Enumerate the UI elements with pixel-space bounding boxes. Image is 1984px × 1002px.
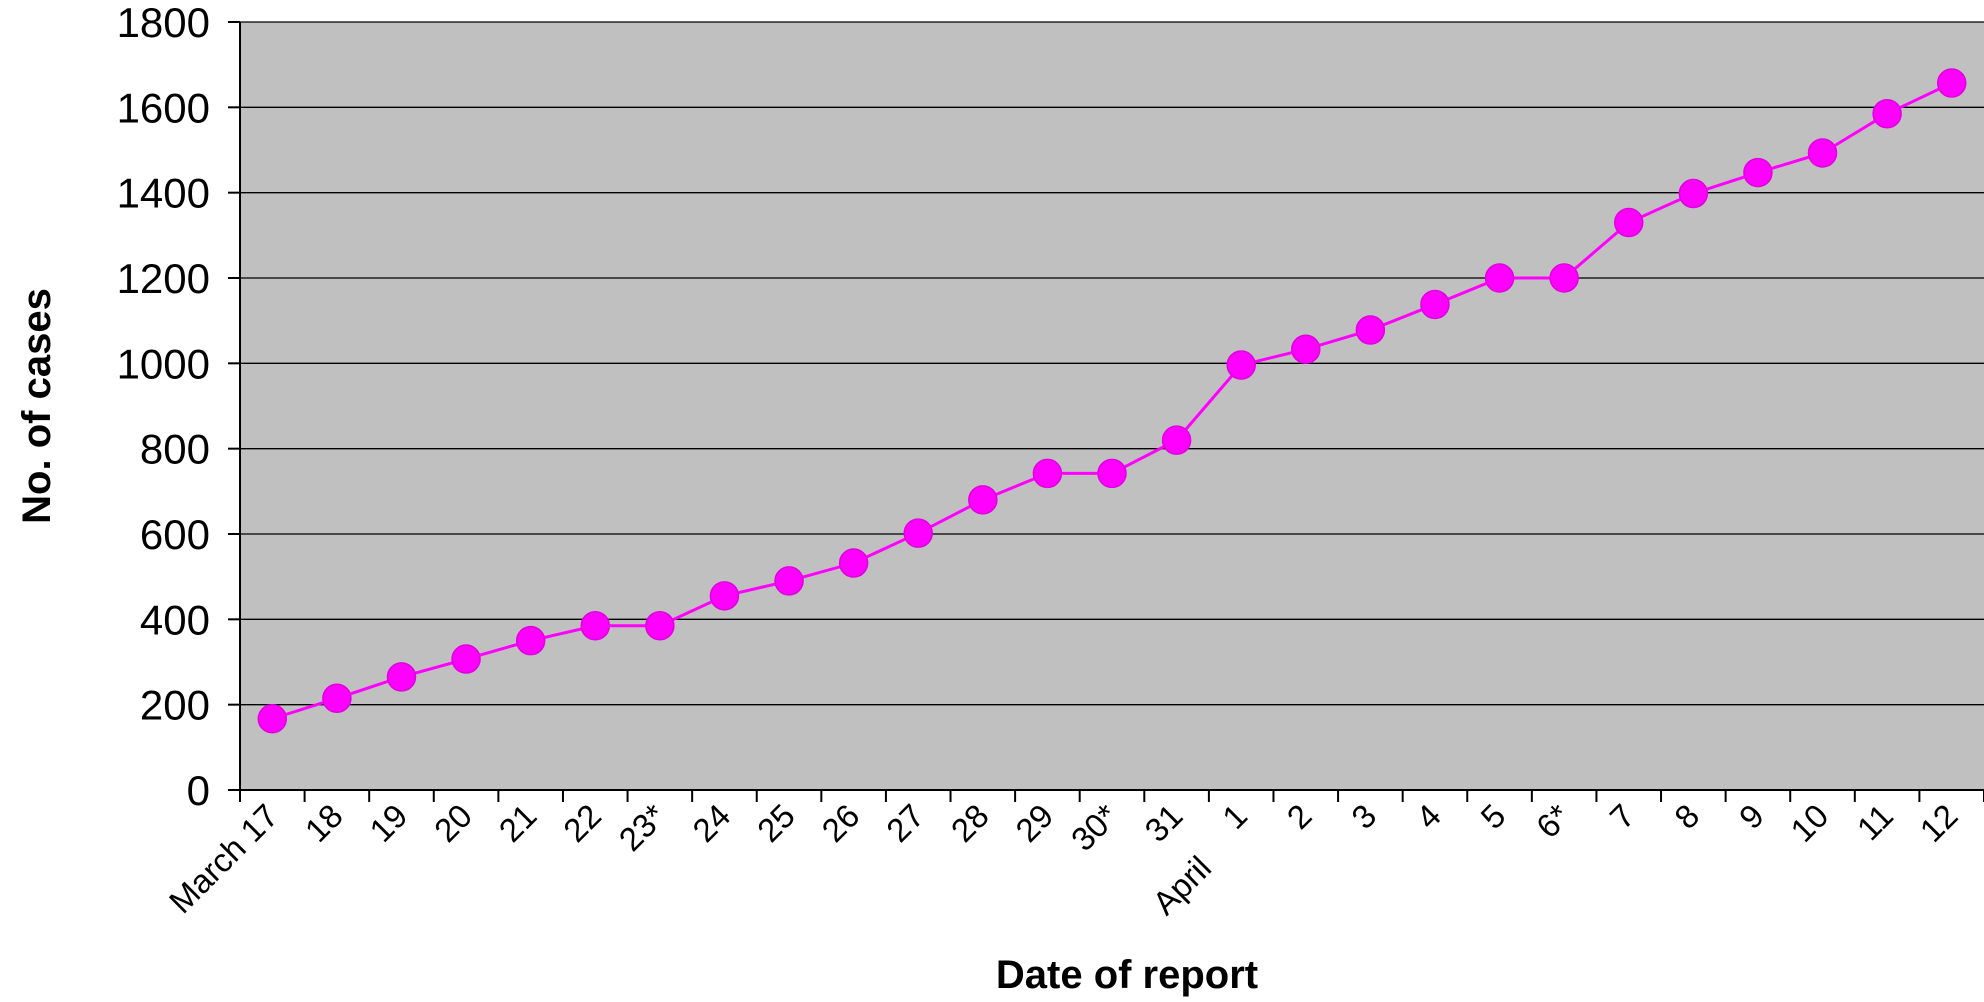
x-tick-label: 4 [1409, 797, 1448, 836]
data-point [709, 581, 740, 611]
data-point [1613, 207, 1644, 238]
x-month-label: April [1145, 849, 1218, 922]
x-tick-label: 22 [556, 797, 608, 849]
data-point [838, 548, 869, 578]
x-tick-label: 7 [1603, 797, 1642, 836]
y-tick-label: 400 [140, 596, 210, 643]
data-point [1743, 157, 1773, 188]
x-tick-label: 12 [1913, 797, 1965, 849]
x-tick-label: 29 [1008, 797, 1060, 849]
x-tick-label: 24 [685, 797, 737, 849]
x-tick-label: 20 [427, 797, 479, 849]
x-tick-label: 6* [1529, 797, 1577, 845]
x-tick-label: March 17 [162, 797, 285, 920]
y-tick-label: 600 [140, 511, 210, 558]
data-point [1484, 263, 1515, 293]
data-point [1678, 178, 1709, 209]
x-axis-title: Date of report [996, 953, 1258, 997]
y-tick-label: 1600 [117, 84, 210, 131]
x-tick-label: 23* [612, 797, 673, 858]
x-tick-label: 11 [1850, 797, 1900, 847]
x-tick-label: 30* [1064, 797, 1125, 858]
y-tick-label: 1000 [117, 340, 210, 387]
data-point [515, 625, 546, 656]
data-point [968, 485, 998, 515]
y-tick-label: 1200 [117, 255, 210, 302]
y-tick-label: 1800 [117, 0, 210, 46]
x-tick-label: 26 [814, 797, 866, 849]
data-point [1097, 458, 1127, 489]
data-point [1355, 315, 1386, 345]
x-tick-label: 18 [298, 797, 350, 849]
x-tick-label: 8 [1667, 797, 1706, 836]
data-point [451, 644, 481, 674]
data-point [645, 610, 675, 641]
x-tick-label: 3 [1344, 797, 1383, 836]
x-tick-label: 9 [1732, 797, 1771, 836]
x-tick-label: 25 [750, 797, 802, 849]
y-tick-label: 800 [140, 426, 210, 473]
plot-area [240, 22, 1984, 790]
data-point [580, 610, 611, 641]
data-point [1807, 138, 1838, 168]
y-axis-title: No. of cases [15, 288, 59, 524]
data-point [322, 683, 352, 714]
y-tick-label: 200 [140, 682, 210, 729]
data-point [1291, 334, 1321, 365]
x-tick-label: 10 [1783, 797, 1835, 849]
data-point [1872, 98, 1902, 129]
data-point [257, 703, 288, 734]
y-tick-label: 1400 [117, 170, 210, 217]
x-tick-label: 27 [879, 797, 931, 849]
x-tick-label: 2 [1280, 797, 1319, 836]
y-tick-label: 0 [187, 767, 210, 814]
data-point [1032, 458, 1063, 489]
x-tick-label: 5 [1473, 797, 1512, 836]
data-point [1420, 289, 1450, 320]
x-tick-label: 21 [491, 797, 543, 849]
data-point [386, 662, 417, 692]
x-tick-label: 28 [944, 797, 996, 849]
data-point [903, 518, 933, 548]
data-point [1161, 425, 1192, 455]
data-point [1936, 68, 1967, 98]
data-point [1549, 263, 1579, 293]
x-tick-label: 31 [1137, 797, 1189, 849]
x-tick-label: 19 [362, 797, 414, 849]
x-tick-label: 1 [1215, 797, 1254, 836]
data-point [774, 566, 804, 596]
data-point [1226, 350, 1256, 380]
